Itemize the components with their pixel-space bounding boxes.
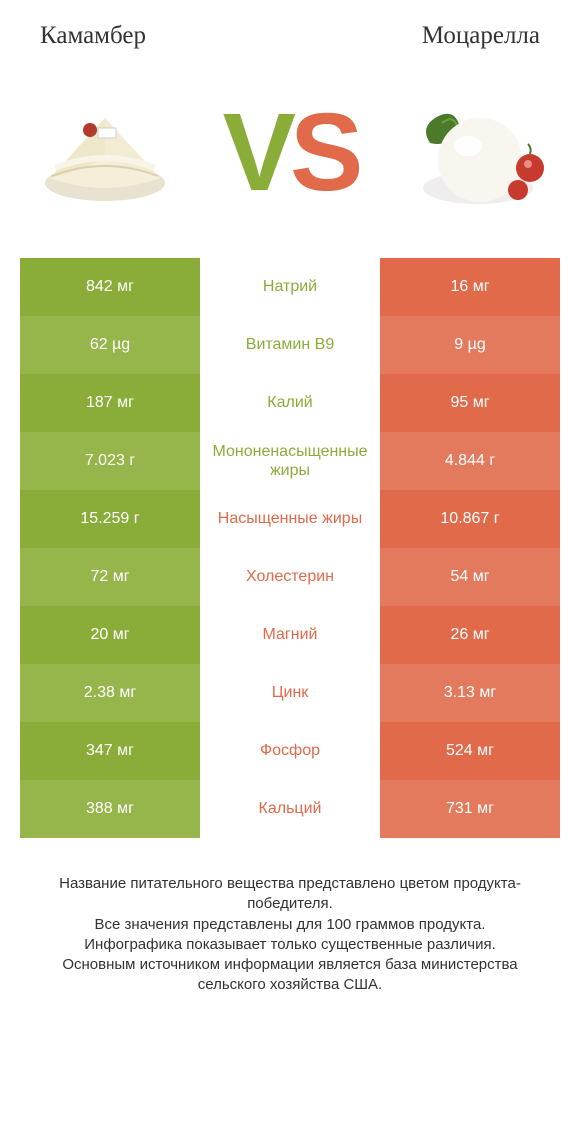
hero-row: VS — [0, 50, 580, 258]
table-row: 20 мгМагний26 мг — [20, 606, 560, 664]
cell-nutrient-label: Мононенасыщенные жиры — [200, 432, 380, 490]
vs-label: VS — [223, 98, 358, 208]
camembert-image — [30, 78, 180, 228]
cell-left-value: 62 µg — [20, 316, 200, 374]
footer-line: Название питательного вещества представл… — [30, 874, 550, 915]
cell-nutrient-label: Витамин B9 — [200, 316, 380, 374]
cell-left-value: 15.259 г — [20, 490, 200, 548]
cell-right-value: 16 мг — [380, 258, 560, 316]
cell-right-value: 731 мг — [380, 780, 560, 838]
cell-nutrient-label: Насыщенные жиры — [200, 490, 380, 548]
cell-right-value: 95 мг — [380, 374, 560, 432]
footer-line: Все значения представлены для 100 граммо… — [30, 915, 550, 935]
cell-left-value: 347 мг — [20, 722, 200, 780]
cell-left-value: 388 мг — [20, 780, 200, 838]
table-row: 72 мгХолестерин54 мг — [20, 548, 560, 606]
title-left: Камамбер — [40, 22, 146, 50]
cell-left-value: 7.023 г — [20, 432, 200, 490]
footer-note: Название питательного вещества представл… — [30, 874, 550, 996]
table-row: 842 мгНатрий16 мг — [20, 258, 560, 316]
cell-right-value: 3.13 мг — [380, 664, 560, 722]
table-row: 187 мгКалий95 мг — [20, 374, 560, 432]
cell-left-value: 20 мг — [20, 606, 200, 664]
cell-right-value: 4.844 г — [380, 432, 560, 490]
table-row: 15.259 гНасыщенные жиры10.867 г — [20, 490, 560, 548]
table-row: 388 мгКальций731 мг — [20, 780, 560, 838]
cell-nutrient-label: Холестерин — [200, 548, 380, 606]
header: Камамбер Моцарелла — [0, 0, 580, 50]
cell-nutrient-label: Кальций — [200, 780, 380, 838]
table-row: 62 µgВитамин B99 µg — [20, 316, 560, 374]
vs-s: S — [290, 91, 357, 214]
cell-right-value: 9 µg — [380, 316, 560, 374]
cell-nutrient-label: Калий — [200, 374, 380, 432]
table-row: 347 мгФосфор524 мг — [20, 722, 560, 780]
cell-left-value: 2.38 мг — [20, 664, 200, 722]
cell-right-value: 54 мг — [380, 548, 560, 606]
footer-line: Основным источником информации является … — [30, 955, 550, 996]
cell-nutrient-label: Натрий — [200, 258, 380, 316]
cell-nutrient-label: Фосфор — [200, 722, 380, 780]
comparison-table: 842 мгНатрий16 мг62 µgВитамин B99 µg187 … — [20, 258, 560, 838]
cell-right-value: 10.867 г — [380, 490, 560, 548]
cell-right-value: 524 мг — [380, 722, 560, 780]
cell-left-value: 842 мг — [20, 258, 200, 316]
cell-left-value: 187 мг — [20, 374, 200, 432]
vs-v: V — [223, 91, 290, 214]
cell-right-value: 26 мг — [380, 606, 560, 664]
table-row: 2.38 мгЦинк3.13 мг — [20, 664, 560, 722]
title-right: Моцарелла — [422, 22, 540, 50]
footer-line: Инфографика показывает только существенн… — [30, 935, 550, 955]
table-row: 7.023 гМононенасыщенные жиры4.844 г — [20, 432, 560, 490]
cell-left-value: 72 мг — [20, 548, 200, 606]
mozzarella-image — [400, 78, 550, 228]
cell-nutrient-label: Цинк — [200, 664, 380, 722]
cell-nutrient-label: Магний — [200, 606, 380, 664]
